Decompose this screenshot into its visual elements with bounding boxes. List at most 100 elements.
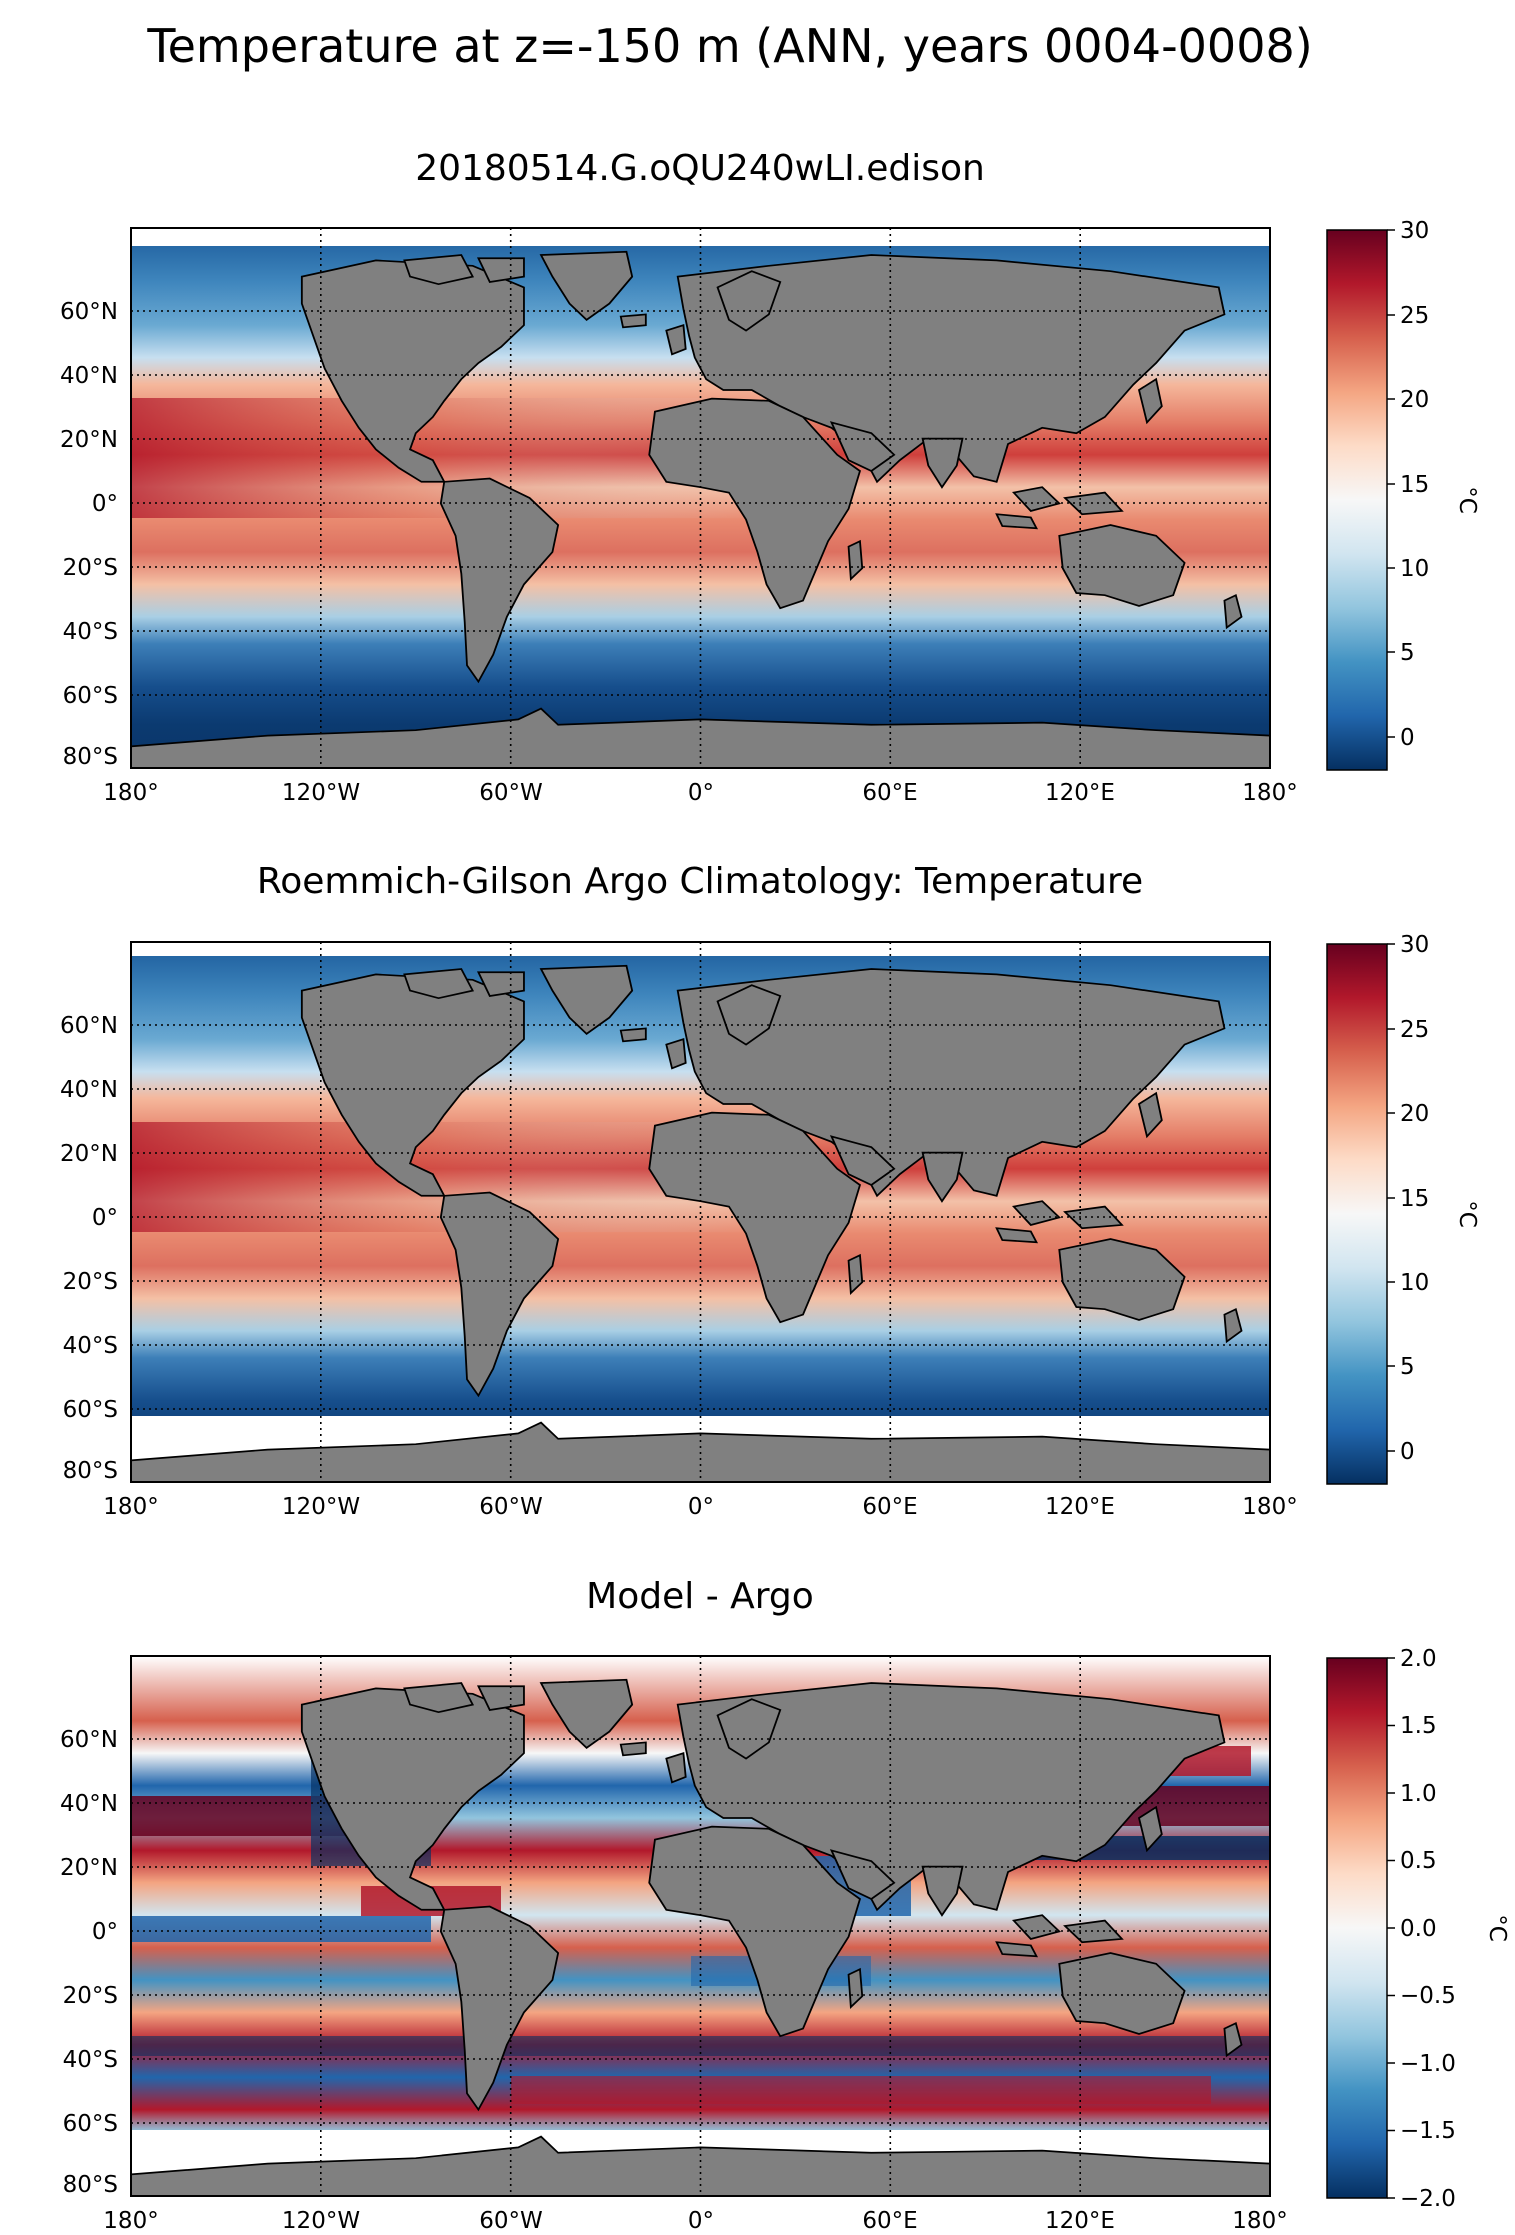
x-tick: 60°W xyxy=(479,780,543,806)
colorbar: 30 25 20 15 10 5 0 °C xyxy=(1326,932,1480,1485)
colorbar-tick: −2.0 xyxy=(1400,2186,1456,2212)
map-frame xyxy=(130,941,1271,1483)
x-tick: 60°E xyxy=(862,2208,917,2234)
colorbar-tick: 10 xyxy=(1400,556,1429,582)
colorbar-label: °C xyxy=(1454,486,1480,514)
colorbar-tick: 5 xyxy=(1400,1354,1415,1380)
gridlines xyxy=(131,1656,1270,2196)
colorbar: 2.0 1.5 1.0 0.5 0.0 −0.5 −1.0 −1.5 −2.0 … xyxy=(1326,1646,1510,2212)
x-tick: 120°E xyxy=(1045,780,1115,806)
y-tick: 60°N xyxy=(60,1727,118,1753)
colorbar-tick: 0.5 xyxy=(1400,1848,1437,1874)
x-tick: 0° xyxy=(688,780,714,806)
colorbar-tick: 20 xyxy=(1400,387,1429,413)
x-tick: 120°W xyxy=(282,2208,360,2234)
y-tick: 0° xyxy=(92,491,118,517)
y-tick: 40°S xyxy=(63,1333,118,1359)
figure-suptitle: Temperature at z=-150 m (ANN, years 0004… xyxy=(146,19,1312,73)
y-axis-ticks: 60°N 40°N 20°N 0° 20°S 40°S 60°S 80°S xyxy=(60,1727,118,2198)
colorbar-tick: 15 xyxy=(1400,1186,1429,1212)
colorbar-tick: 20 xyxy=(1400,1101,1429,1127)
y-tick: 20°N xyxy=(60,427,118,453)
y-tick: 60°S xyxy=(63,2111,118,2137)
x-tick: 120°E xyxy=(1045,1494,1115,1520)
y-tick: 40°N xyxy=(60,363,118,389)
x-axis-ticks: 180° 120°W 60°W 0° 60°E 120°E 180° xyxy=(103,2208,1287,2234)
y-tick: 0° xyxy=(92,1205,118,1231)
colorbar-label: °C xyxy=(1484,1914,1510,1942)
colorbar-gradient xyxy=(1326,943,1388,1485)
panel-title: Roemmich-Gilson Argo Climatology: Temper… xyxy=(257,861,1143,902)
colorbar-tick: 30 xyxy=(1400,932,1429,958)
x-tick: 180° xyxy=(103,2208,158,2234)
colorbar-tick: 2.0 xyxy=(1400,1646,1437,1672)
colorbar-tick: 5 xyxy=(1400,640,1415,666)
x-tick: 60°W xyxy=(479,2208,543,2234)
colorbar-label: °C xyxy=(1454,1200,1480,1228)
x-tick: 60°W xyxy=(479,1494,543,1520)
y-tick: 20°N xyxy=(60,1855,118,1881)
map-area xyxy=(130,1655,1271,2197)
panel-model: 20180514.G.oQU240wLI.edison xyxy=(60,148,1480,806)
y-tick: 60°N xyxy=(60,299,118,325)
x-tick: 180° xyxy=(1242,780,1297,806)
colorbar-tick: 1.0 xyxy=(1400,1781,1437,1807)
x-axis-ticks: 180° 120°W 60°W 0° 60°E 120°E 180° xyxy=(103,780,1297,806)
x-tick: 0° xyxy=(688,2208,714,2234)
x-tick: 180° xyxy=(103,1494,158,1520)
gridlines xyxy=(131,942,1270,1482)
y-tick: 80°S xyxy=(63,744,118,770)
colorbar-tick: 0.0 xyxy=(1400,1916,1437,1942)
map-frame xyxy=(130,227,1271,769)
y-tick: 20°S xyxy=(63,1983,118,2009)
panel-difference: Model - Argo xyxy=(60,1576,1510,2234)
y-tick: 20°N xyxy=(60,1141,118,1167)
y-tick: 60°S xyxy=(63,683,118,709)
x-tick: 120°E xyxy=(1045,2208,1115,2234)
colorbar-tick: 25 xyxy=(1400,1017,1429,1043)
colorbar-tick: 25 xyxy=(1400,303,1429,329)
y-tick: 80°S xyxy=(63,1458,118,1484)
map-area xyxy=(130,227,1271,769)
x-tick: 60°E xyxy=(862,1494,917,1520)
colorbar-tick: 0 xyxy=(1400,725,1415,751)
y-axis-ticks: 60°N 40°N 20°N 0° 20°S 40°S 60°S 80°S xyxy=(60,299,118,770)
gridlines xyxy=(131,228,1270,768)
x-tick: 0° xyxy=(688,1494,714,1520)
colorbar-tick: −0.5 xyxy=(1400,1983,1456,2009)
map-area xyxy=(130,941,1271,1483)
x-tick: 60°E xyxy=(862,780,917,806)
y-tick: 40°S xyxy=(63,619,118,645)
y-tick: 60°N xyxy=(60,1013,118,1039)
y-tick: 40°S xyxy=(63,2047,118,2073)
x-tick: 120°W xyxy=(282,780,360,806)
x-tick: 180° xyxy=(103,780,158,806)
sea-ice-mask xyxy=(131,228,1270,246)
colorbar-tick: −1.5 xyxy=(1400,2118,1456,2144)
y-tick: 0° xyxy=(92,1919,118,1945)
x-tick: 180° xyxy=(1242,1494,1297,1520)
y-tick: 20°S xyxy=(63,1269,118,1295)
colorbar-tick: 1.5 xyxy=(1400,1713,1437,1739)
colorbar: 30 25 20 15 10 5 0 °C xyxy=(1326,218,1480,771)
y-tick: 40°N xyxy=(60,1077,118,1103)
y-tick: 80°S xyxy=(63,2172,118,2198)
y-tick: 40°N xyxy=(60,1791,118,1817)
panel-title: Model - Argo xyxy=(586,1576,814,1617)
x-tick: 180° xyxy=(1232,2208,1287,2234)
panel-title: 20180514.G.oQU240wLI.edison xyxy=(415,148,985,189)
colorbar-tick: 10 xyxy=(1400,1270,1429,1296)
x-tick: 120°W xyxy=(282,1494,360,1520)
colorbar-tick: 0 xyxy=(1400,1439,1415,1465)
x-axis-ticks: 180° 120°W 60°W 0° 60°E 120°E 180° xyxy=(103,1494,1297,1520)
y-axis-ticks: 60°N 40°N 20°N 0° 20°S 40°S 60°S 80°S xyxy=(60,1013,118,1484)
colorbar-tick: −1.0 xyxy=(1400,2051,1456,2077)
colorbar-gradient xyxy=(1326,1657,1388,2199)
panel-argo: Roemmich-Gilson Argo Climatology: Temper… xyxy=(60,861,1480,1520)
colorbar-gradient xyxy=(1326,229,1388,771)
colorbar-tick: 30 xyxy=(1400,218,1429,244)
y-tick: 20°S xyxy=(63,555,118,581)
map-frame xyxy=(130,1655,1271,2197)
y-tick: 60°S xyxy=(63,1397,118,1423)
